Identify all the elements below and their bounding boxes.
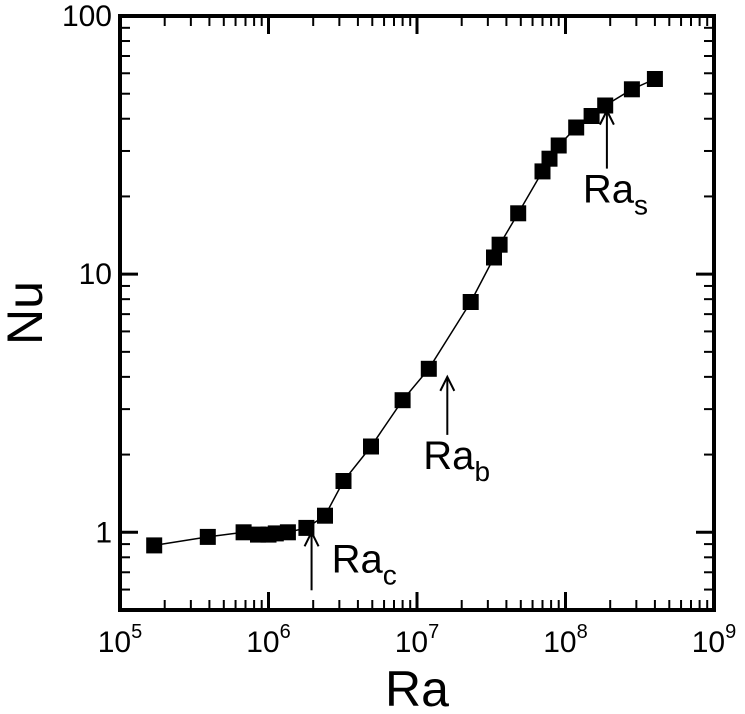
series-markers [146,71,663,554]
data-point [146,537,163,554]
data-point [541,150,558,167]
annotation-label: Rac [332,537,397,590]
x-tick-label: 109 [692,621,737,659]
y-tick-label: 10 [79,258,112,291]
x-tick-label: 108 [543,621,588,659]
annotation-arrowhead [599,108,615,126]
data-point [235,524,252,541]
x-tick-label: 105 [98,621,143,659]
data-point [420,360,437,377]
data-point [267,525,284,542]
data-point [394,392,411,409]
data-point [363,438,379,455]
data-point [279,524,296,541]
data-point [335,473,352,489]
annotation-arrowhead [439,374,456,392]
y-tick-label: 1 [95,516,112,549]
annotations: Rac Rab Ras [303,108,648,591]
data-point [510,205,527,222]
data-point [550,137,567,154]
x-tick-label: 107 [395,621,440,659]
data-point [623,81,640,98]
annotation-arrowhead [303,530,320,547]
y-axis-title: Nu [0,281,53,345]
data-point [462,294,479,310]
axis-ticks [118,14,716,611]
data-point [583,108,600,124]
data-point [568,119,585,136]
x-axis-title: Ra [385,661,449,714]
annotation-label: Rab [423,434,490,487]
data-point [199,528,216,545]
data-point [597,97,614,114]
y-tick-label: 100 [62,0,112,33]
plot-frame [118,14,716,612]
x-tick-label: 106 [246,621,291,659]
data-point [486,249,502,266]
annotation-label: Ras [583,168,648,221]
data-point [534,163,551,180]
data-point [298,519,315,536]
data-point [646,71,663,87]
series-nu [146,71,663,554]
data-point [317,507,333,524]
series-line [154,78,656,547]
data-point [491,236,508,253]
